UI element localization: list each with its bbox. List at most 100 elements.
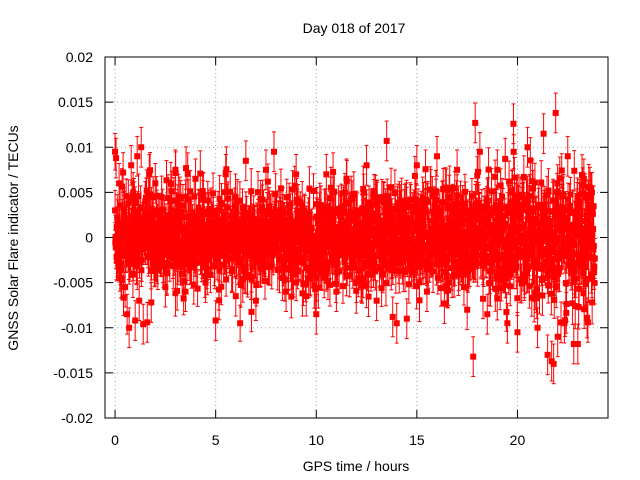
data-point <box>184 170 191 177</box>
data-point <box>216 267 223 274</box>
data-point <box>291 182 298 189</box>
data-point <box>210 190 217 197</box>
data-point <box>380 228 387 235</box>
data-point <box>231 227 238 234</box>
data-point <box>147 167 154 174</box>
data-point <box>407 196 414 203</box>
data-point <box>277 185 284 192</box>
data-point <box>158 194 165 201</box>
data-point <box>248 188 255 195</box>
data-point <box>167 214 174 221</box>
data-point <box>244 272 251 279</box>
data-point <box>143 187 150 194</box>
data-point <box>284 216 291 223</box>
data-point <box>316 245 323 252</box>
data-point <box>173 247 180 254</box>
data-point <box>243 214 250 221</box>
data-point <box>402 269 409 276</box>
data-point <box>218 201 225 208</box>
data-point <box>388 184 395 191</box>
data-point <box>166 261 173 268</box>
data-point <box>402 245 409 252</box>
data-point <box>385 199 392 206</box>
data-point <box>131 223 138 230</box>
data-point <box>223 276 230 283</box>
data-point <box>349 195 356 202</box>
data-point <box>396 268 403 275</box>
data-point <box>191 193 198 200</box>
data-point <box>339 283 346 290</box>
data-point <box>196 209 203 216</box>
data-point <box>237 281 244 288</box>
data-point <box>245 247 252 254</box>
data-point <box>128 238 135 245</box>
data-point <box>223 166 230 173</box>
data-point <box>159 206 166 213</box>
data-point <box>288 258 295 265</box>
data-point <box>149 248 156 255</box>
data-point <box>326 207 333 214</box>
data-point <box>283 194 290 201</box>
data-point <box>357 234 364 241</box>
data-point <box>119 183 126 190</box>
data-point <box>306 185 313 192</box>
data-point <box>188 216 195 223</box>
data-point <box>347 208 354 215</box>
data-point <box>279 207 286 214</box>
data-point <box>204 271 211 278</box>
data-point <box>286 208 293 215</box>
data-point <box>254 256 261 263</box>
data-point <box>289 186 296 193</box>
data-point <box>399 258 406 265</box>
data-point <box>261 278 268 285</box>
data-point <box>160 259 167 266</box>
data-point <box>306 243 313 250</box>
data-point <box>127 255 134 262</box>
data-point <box>198 237 205 244</box>
data-point <box>332 210 339 217</box>
data-point <box>193 260 200 267</box>
data-point <box>210 211 217 218</box>
data-point <box>327 184 334 191</box>
data-point <box>232 193 239 200</box>
data-point <box>197 170 204 177</box>
data-point <box>353 207 360 214</box>
data-point <box>371 188 378 195</box>
data-point <box>306 211 313 218</box>
data-point <box>367 239 374 246</box>
data-point <box>163 177 170 184</box>
data-point <box>301 213 308 220</box>
data-point <box>236 197 243 204</box>
data-point <box>366 199 373 206</box>
data-point <box>223 251 230 258</box>
data-point <box>221 189 228 196</box>
data-point <box>215 246 222 253</box>
data-point <box>294 267 301 274</box>
data-point <box>112 148 119 155</box>
data-point <box>164 195 171 202</box>
data-point <box>293 279 300 286</box>
data-point <box>311 282 318 289</box>
data-point <box>260 209 267 216</box>
data-point <box>248 276 255 283</box>
data-point <box>330 217 337 224</box>
data-point <box>347 250 354 257</box>
data-point <box>250 264 257 271</box>
data-point <box>350 191 357 198</box>
data-point <box>192 214 199 221</box>
data-point <box>167 180 174 187</box>
data-point <box>186 212 193 219</box>
data-point <box>126 220 133 227</box>
data-point <box>179 270 186 277</box>
data-point <box>412 196 419 203</box>
data-point <box>367 203 374 210</box>
data-point <box>329 257 336 264</box>
data-point <box>334 260 341 267</box>
data-point <box>131 197 138 204</box>
data-point <box>164 269 171 276</box>
data-point <box>368 213 375 220</box>
data-point <box>344 264 351 271</box>
data-point <box>384 258 391 265</box>
data-point <box>378 257 385 264</box>
